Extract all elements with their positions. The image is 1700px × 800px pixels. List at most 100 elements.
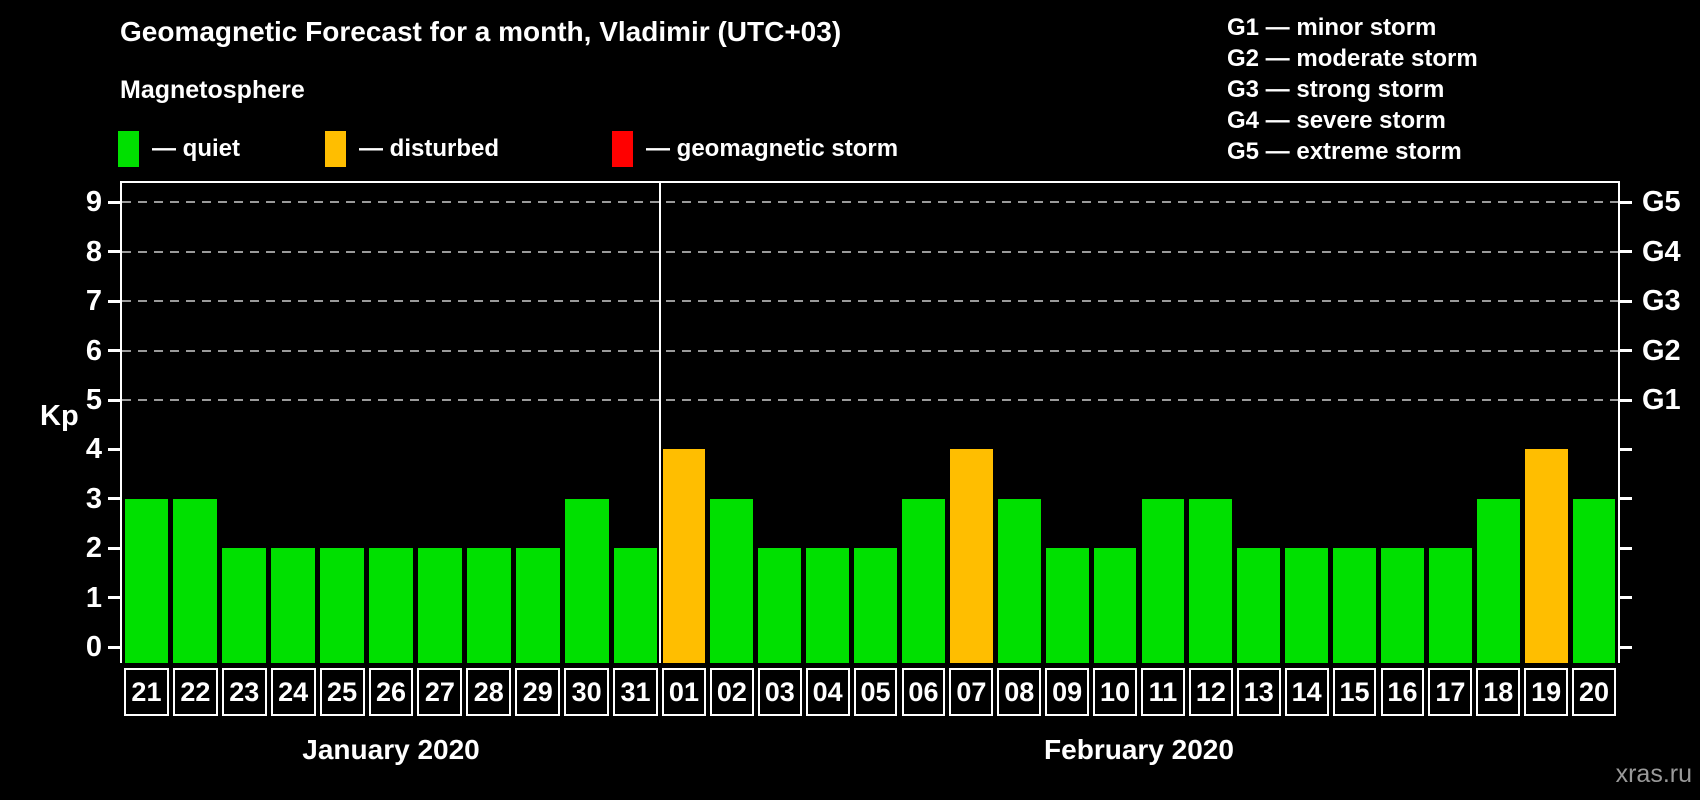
date-cell: 05 — [853, 668, 898, 716]
quiet-color-swatch — [118, 131, 139, 167]
g-axis-label: G3 — [1642, 285, 1681, 318]
kp-bar — [613, 548, 658, 663]
magnetosphere-label: Magnetosphere — [120, 76, 305, 104]
y-axis-tick-label: 2 — [85, 532, 102, 565]
y-axis-tick-label: 0 — [85, 631, 102, 663]
kp-bar — [1045, 548, 1089, 663]
kp-bar — [271, 548, 316, 663]
date-cell: 08 — [997, 668, 1042, 716]
date-cell: 25 — [319, 668, 365, 716]
kp-bar — [1141, 498, 1185, 663]
kp-bar — [949, 449, 993, 663]
kp-bar — [758, 548, 802, 663]
date-cell: 03 — [757, 668, 802, 716]
kp-bar — [806, 548, 850, 663]
date-cell: 22 — [172, 668, 218, 716]
y-axis-tick — [108, 497, 122, 501]
y-axis-tick — [108, 645, 122, 649]
date-cell: 27 — [417, 668, 463, 716]
kp-bar — [1476, 498, 1520, 663]
legend-item-quiet: — quiet — [118, 128, 240, 170]
y-axis-tick — [108, 596, 122, 600]
legend-item-label: — disturbed — [359, 135, 500, 162]
date-cell: 10 — [1093, 668, 1137, 716]
kp-gridline — [122, 201, 1632, 204]
kp-bar — [1093, 548, 1137, 663]
date-cell: 24 — [270, 668, 316, 716]
y-axis-tick — [108, 546, 122, 550]
kp-bar — [564, 498, 609, 663]
date-cell: 21 — [124, 668, 169, 716]
right-axis-tick — [1618, 645, 1632, 649]
g-axis-label: G4 — [1642, 235, 1681, 268]
g-axis-label: G1 — [1642, 384, 1681, 416]
kp-gridline — [122, 399, 1632, 401]
date-cell: 16 — [1380, 668, 1425, 716]
date-cell: 23 — [221, 668, 267, 716]
watermark: xras.ru — [1615, 760, 1692, 788]
y-axis-tick — [108, 250, 122, 254]
kp-bar — [417, 548, 462, 663]
y-axis-tick-label: 1 — [85, 581, 102, 614]
legend-item-label: — quiet — [152, 135, 240, 162]
y-axis-tick-label: 8 — [85, 235, 102, 268]
month-label: January 2020 — [302, 734, 480, 765]
g-legend-item: G3 — strong storm — [1227, 76, 1445, 103]
kp-bar — [320, 548, 365, 663]
date-cell: 18 — [1476, 668, 1521, 716]
date-cell: 19 — [1524, 668, 1569, 716]
y-axis-tick-label: 3 — [85, 482, 102, 515]
kp-bar — [466, 548, 511, 663]
kp-bar — [1381, 548, 1424, 663]
y-axis-tick — [108, 200, 122, 204]
kp-bar — [1524, 449, 1568, 663]
kp-bar — [1285, 548, 1329, 663]
chart-title: Geomagnetic Forecast for a month, Vladim… — [120, 16, 842, 47]
right-axis-tick — [1618, 447, 1632, 451]
kp-bar — [124, 498, 169, 663]
geomagnetic-storm-color-swatch — [612, 131, 633, 167]
g-legend-item: G5 — extreme storm — [1227, 138, 1462, 165]
legend-item-disturbed: — disturbed — [325, 128, 499, 170]
kp-gridline — [122, 250, 1632, 253]
y-axis-tick — [108, 299, 122, 303]
y-axis-tick — [108, 447, 122, 451]
kp-bar — [854, 548, 897, 663]
date-cell: 15 — [1332, 668, 1377, 716]
y-axis-tick-label: 9 — [85, 186, 102, 219]
date-cell: 31 — [613, 668, 658, 716]
y-axis-tick-label: 6 — [85, 334, 102, 367]
date-cell: 07 — [949, 668, 994, 716]
right-axis-tick — [1618, 200, 1632, 204]
date-cell: 09 — [1045, 668, 1090, 716]
date-cell: 13 — [1236, 668, 1281, 716]
date-cell: 11 — [1141, 668, 1185, 716]
date-cell: 26 — [368, 668, 414, 716]
y-axis-tick — [108, 398, 122, 402]
g-axis-label: G2 — [1642, 334, 1681, 367]
kp-bar — [369, 548, 413, 663]
right-axis-tick — [1618, 596, 1632, 600]
date-cell: 30 — [564, 668, 610, 716]
kp-bar — [1189, 498, 1233, 663]
right-axis-tick — [1618, 250, 1632, 254]
kp-bar — [662, 449, 706, 663]
kp-gridline — [122, 300, 1632, 303]
kp-gridline — [122, 349, 1632, 352]
kp-bar — [902, 498, 945, 663]
right-axis-tick — [1618, 398, 1632, 402]
y-axis-tick-label: 4 — [85, 433, 102, 466]
legend-item-geomagnetic-storm: — geomagnetic storm — [612, 128, 898, 170]
date-cell: 06 — [901, 668, 946, 716]
disturbed-color-swatch — [325, 131, 346, 167]
kp-bar — [1333, 548, 1376, 663]
right-axis-tick — [1618, 299, 1632, 303]
y-axis-tick-label: 7 — [85, 285, 102, 318]
g-axis-label: G5 — [1642, 186, 1681, 219]
y-axis-tick — [108, 349, 122, 353]
date-cell: 29 — [515, 668, 561, 716]
right-axis-tick — [1618, 349, 1632, 353]
right-axis-tick — [1618, 546, 1632, 550]
date-cell: 02 — [709, 668, 754, 716]
